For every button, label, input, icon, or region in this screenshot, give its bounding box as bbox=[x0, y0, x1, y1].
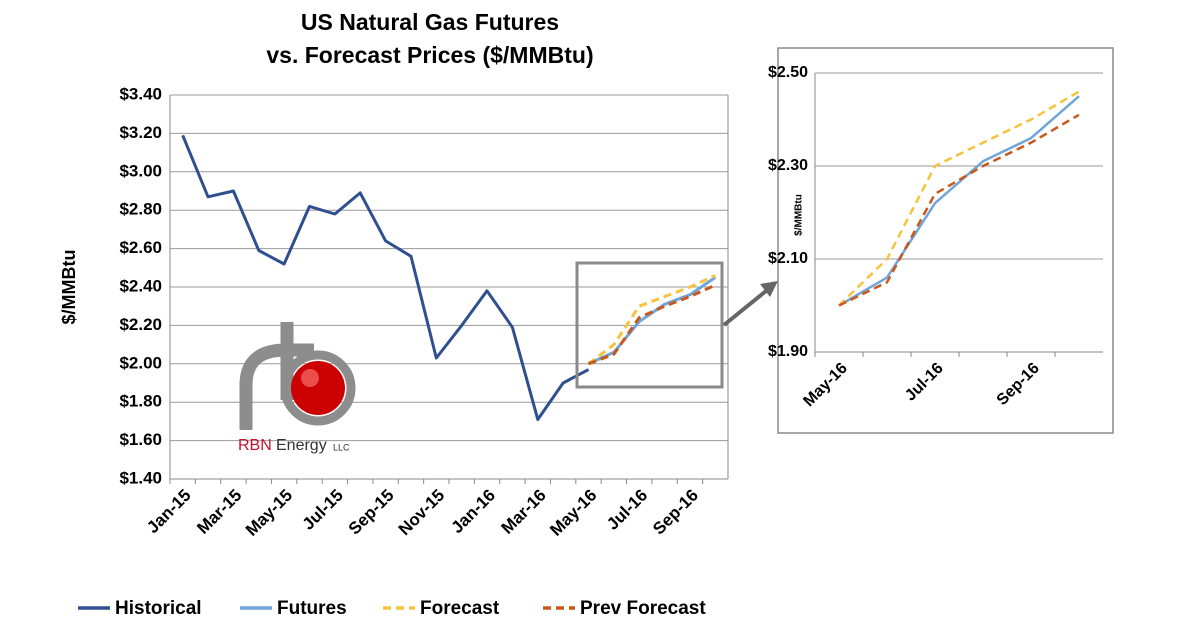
x-tick-label: Jul-15 bbox=[299, 486, 347, 534]
logo-text: Energy bbox=[276, 437, 327, 454]
y-tick-label: $2.40 bbox=[119, 276, 162, 295]
chart-title: vs. Forecast Prices ($/MMBtu) bbox=[266, 42, 593, 68]
zoom-arrowhead bbox=[760, 281, 778, 297]
legend-label: Prev Forecast bbox=[580, 598, 706, 619]
x-tick-label: Jan-16 bbox=[448, 486, 500, 538]
y-tick-label: $2.00 bbox=[119, 353, 162, 372]
y-tick-label: $3.00 bbox=[119, 161, 162, 180]
series-line bbox=[587, 274, 716, 365]
y-tick-label: $2.50 bbox=[768, 64, 808, 81]
series-line bbox=[838, 95, 1080, 307]
x-tick-label: Mar-16 bbox=[498, 486, 550, 538]
logo-text: LLC bbox=[333, 442, 350, 452]
inset-frame bbox=[777, 47, 1114, 434]
series-line bbox=[838, 113, 1080, 307]
x-tick-label: Sep-15 bbox=[345, 486, 398, 539]
x-tick-label: Nov-15 bbox=[395, 486, 449, 540]
y-tick-label: $1.40 bbox=[119, 468, 162, 487]
inset-y-axis-title: $/MMBtu bbox=[794, 194, 805, 236]
y-tick-label: $3.40 bbox=[119, 84, 162, 103]
x-tick-label: Sep-16 bbox=[649, 486, 702, 539]
x-tick-label: May-16 bbox=[546, 486, 600, 540]
logo-shine bbox=[301, 369, 319, 387]
series-line bbox=[838, 90, 1080, 307]
x-tick-label: Mar-15 bbox=[193, 486, 245, 538]
series-line bbox=[587, 283, 716, 366]
y-tick-label: $2.60 bbox=[119, 238, 162, 257]
series-line bbox=[587, 276, 717, 366]
y-tick-label: $2.10 bbox=[768, 250, 808, 267]
y-tick-label: $2.80 bbox=[119, 200, 162, 219]
chart-title: US Natural Gas Futures bbox=[301, 9, 559, 35]
legend-label: Forecast bbox=[420, 598, 500, 619]
y-tick-label: $3.20 bbox=[119, 123, 162, 142]
x-tick-label: Jul-16 bbox=[603, 486, 651, 534]
logo-ring bbox=[280, 350, 356, 426]
legend-label: Historical bbox=[115, 598, 202, 619]
y-tick-label: $2.20 bbox=[119, 315, 162, 334]
logo: RBN Energy LLC bbox=[238, 322, 356, 454]
zoom-arrow bbox=[722, 289, 768, 327]
series-line bbox=[181, 134, 590, 421]
zoom-box bbox=[575, 261, 724, 389]
logo-text: RBN bbox=[238, 437, 272, 454]
x-tick-label: Jan-15 bbox=[143, 486, 195, 538]
logo-ball bbox=[291, 361, 345, 415]
y-tick-label: $1.90 bbox=[768, 343, 808, 360]
x-tick-label: May-15 bbox=[242, 486, 296, 540]
y-axis-title: $/MMBtu bbox=[59, 250, 79, 325]
y-tick-label: $2.30 bbox=[768, 157, 808, 174]
y-tick-label: $1.80 bbox=[119, 392, 162, 411]
legend-label: Futures bbox=[277, 598, 347, 619]
y-tick-label: $1.60 bbox=[119, 430, 162, 449]
